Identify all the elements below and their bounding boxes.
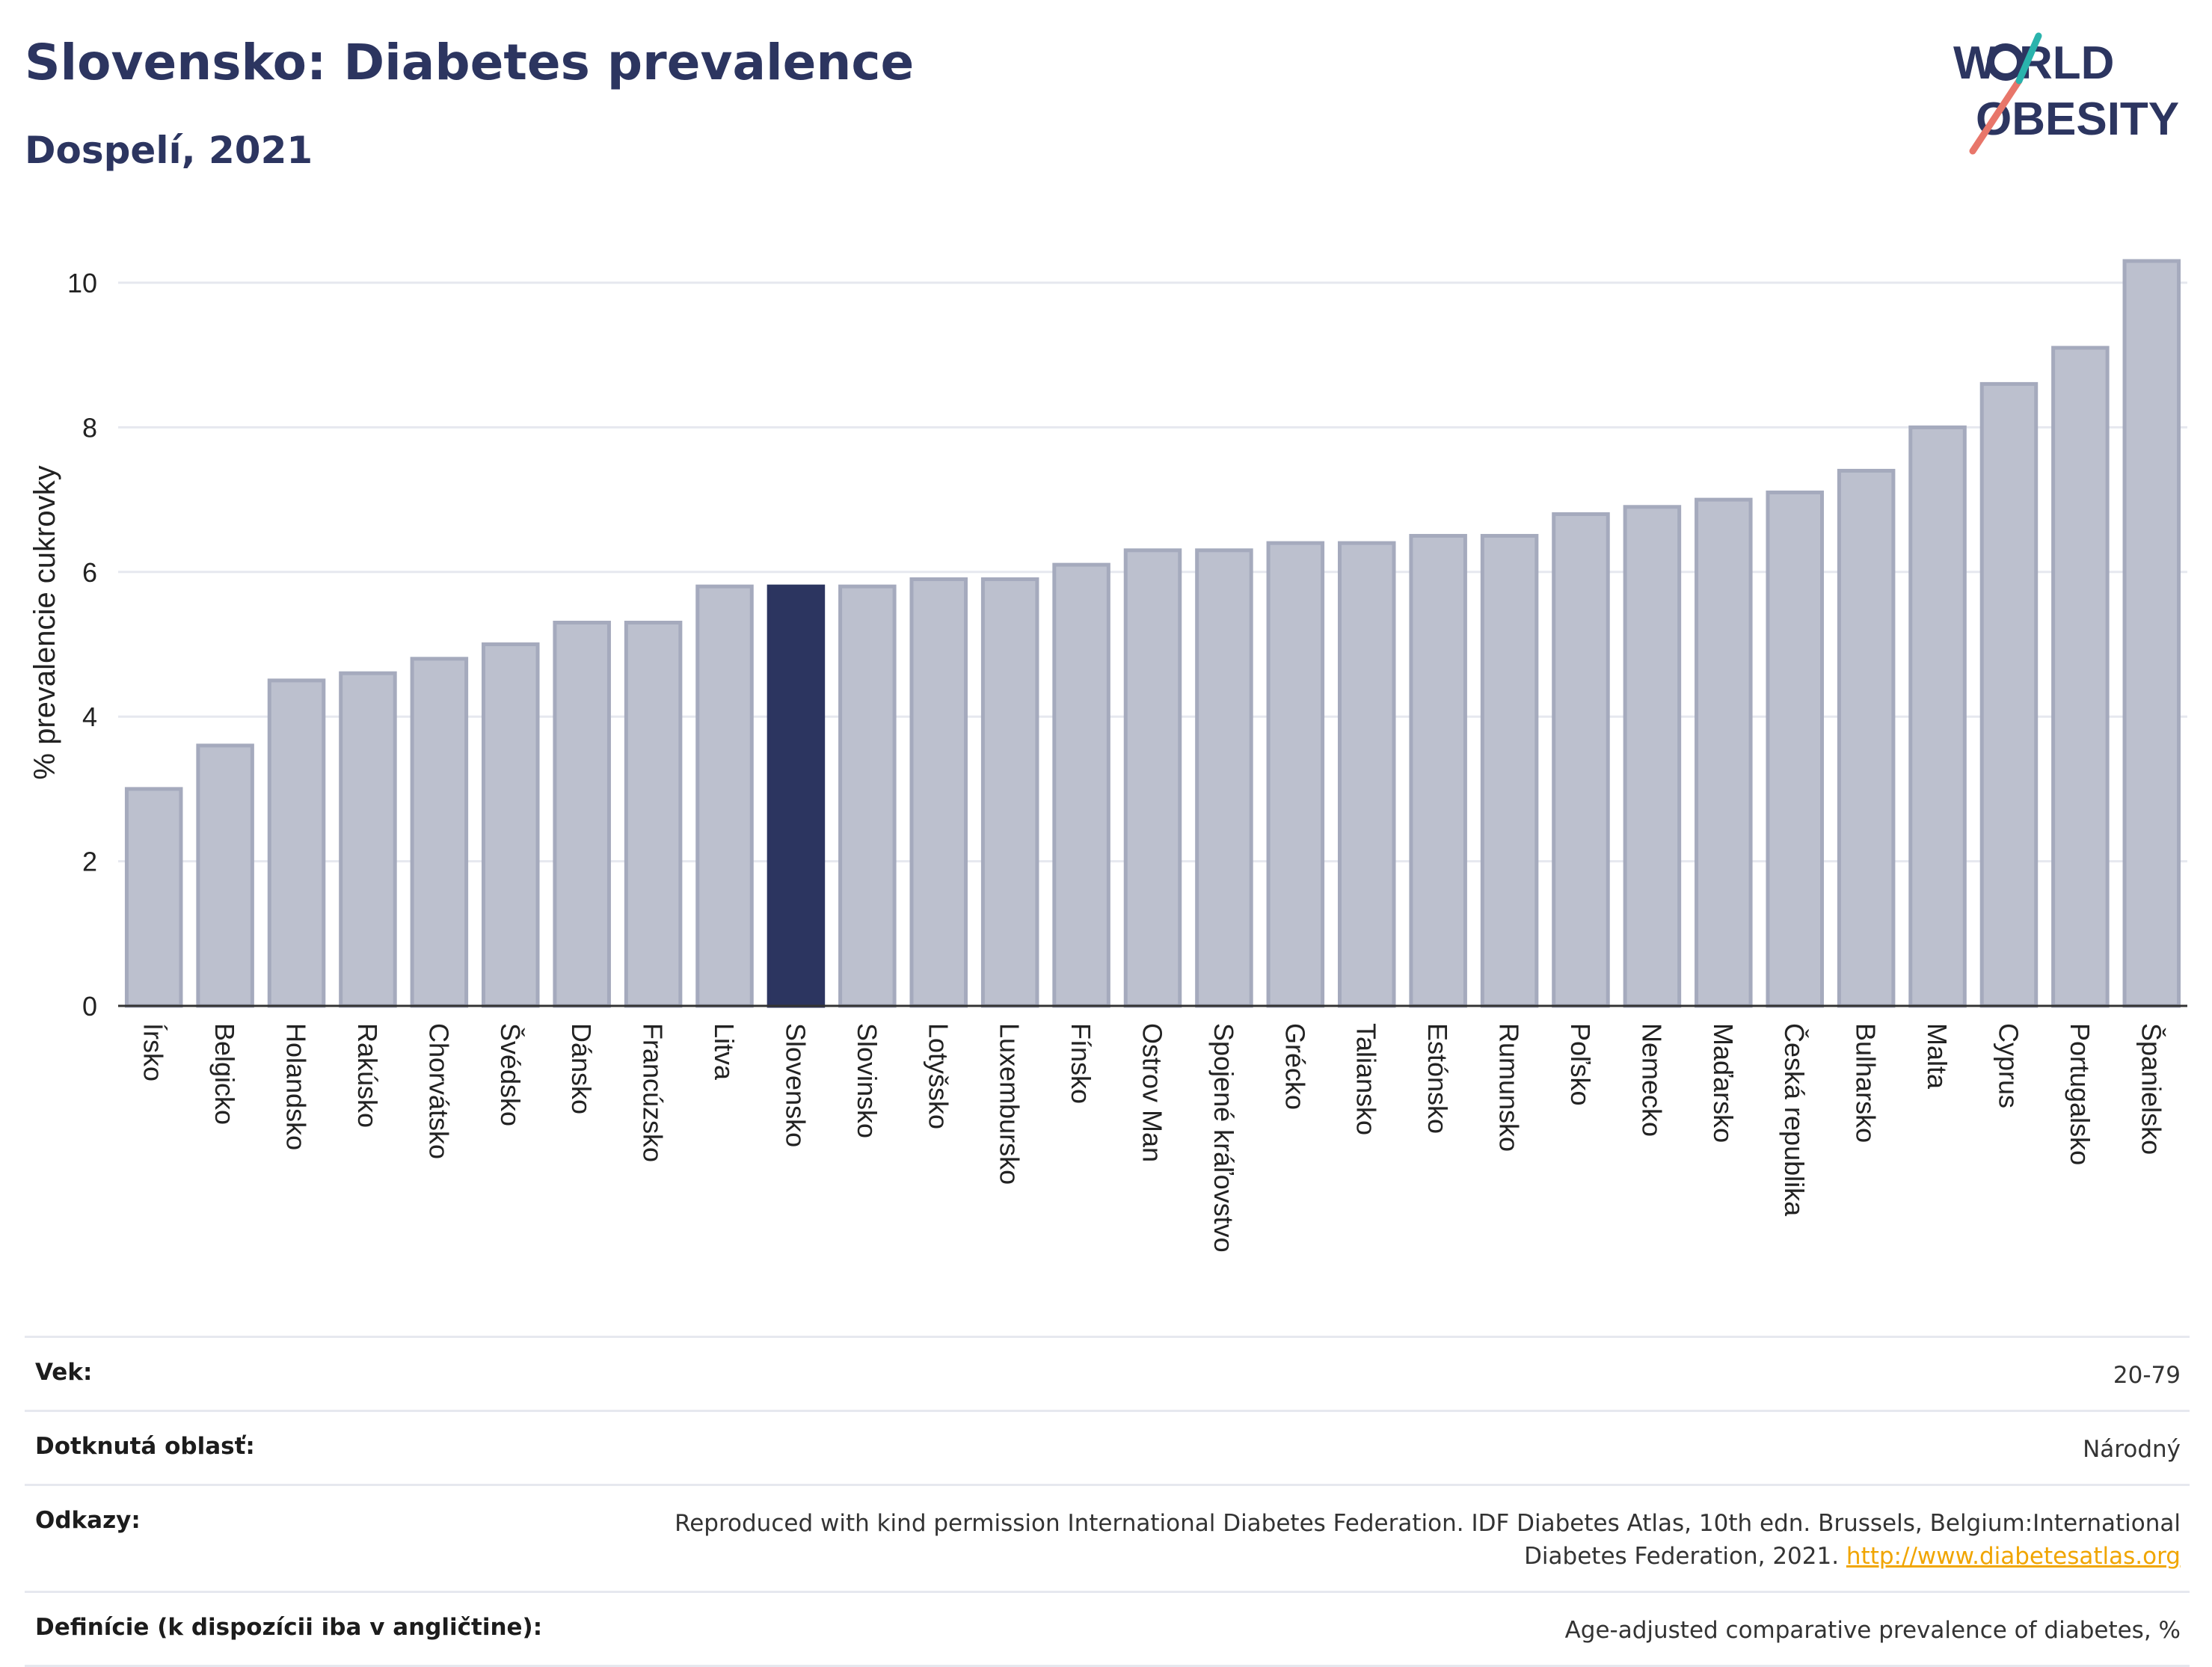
page-title: Slovensko: Diabetes prevalence [25, 34, 915, 91]
y-axis-label: % prevalencie cukrovky [28, 465, 61, 779]
x-tick-label: Fínsko [1066, 1023, 1096, 1104]
meta-value-age: 20-79 [2113, 1362, 2181, 1389]
x-tick-label: Litva [709, 1023, 740, 1081]
bar [1837, 468, 1896, 1008]
bar [553, 621, 611, 1008]
y-tick-label: 10 [67, 268, 97, 298]
bar [695, 584, 754, 1008]
bar [1979, 381, 2039, 1008]
bar-chart: 0 2 4 6 8 10 Írsko Belgicko Holandsko Rakúsko Cho… [28, 259, 2187, 1253]
y-tick-label: 8 [82, 412, 97, 443]
meta-label-references: Odkazy: [35, 1507, 141, 1534]
x-tick-label: Grécko [1279, 1023, 1310, 1110]
meta-row-age: Vek: 20-79 [25, 1336, 2190, 1410]
bar [766, 584, 826, 1008]
bar [267, 678, 326, 1008]
meta-row-references: Odkazy: Reproduced with kind permission … [25, 1484, 2190, 1591]
bars [124, 259, 2181, 1008]
x-tick-label: Švédsko [495, 1023, 526, 1126]
x-tick-label: Taliansko [1351, 1023, 1382, 1135]
meta-value-area: Národný [2083, 1436, 2181, 1463]
bar [980, 577, 1039, 1008]
y-tick-label: 6 [82, 557, 97, 588]
y-tick-label: 2 [82, 847, 97, 877]
x-tick-label: Ostrov Man [1137, 1023, 1168, 1162]
x-tick-label: Holandsko [281, 1023, 312, 1150]
bar [909, 577, 968, 1008]
bar [1195, 548, 1253, 1008]
x-tick-label: Spojené kráľovstvo [1208, 1023, 1239, 1253]
metadata-table: Vek: 20-79 Dotknutá oblasť: Národný Odka… [25, 1336, 2190, 1667]
bar [124, 787, 183, 1008]
bar [1480, 533, 1539, 1008]
x-tick-label: Dánsko [566, 1023, 597, 1114]
y-axis-ticks: 0 2 4 6 8 10 [67, 268, 97, 1022]
page-subtitle: Dospelí, 2021 [25, 129, 313, 172]
meta-label-definition: Definície (k dispozícii iba v angličtine… [35, 1614, 543, 1641]
bar [1695, 497, 1753, 1008]
x-tick-label: Estónsko [1422, 1023, 1453, 1134]
bar [482, 642, 540, 1008]
reference-link[interactable]: http://www.diabetesatlas.org [1846, 1543, 2181, 1570]
bar [2122, 259, 2181, 1008]
bar [2051, 346, 2110, 1008]
bar [1123, 548, 1182, 1008]
bar [1766, 490, 1824, 1008]
meta-row-area: Dotknutá oblasť: Národný [25, 1410, 2190, 1484]
reference-text: Reproduced with kind permission Internat… [675, 1510, 2181, 1570]
x-tick-label: Nemecko [1636, 1023, 1667, 1137]
meta-label-area: Dotknutá oblasť: [35, 1433, 255, 1460]
bar [1908, 425, 1967, 1008]
meta-value-definition: Age-adjusted comparative prevalence of d… [1564, 1617, 2181, 1644]
x-tick-label: Slovinsko [852, 1023, 882, 1138]
x-axis-labels: Írsko Belgicko Holandsko Rakúsko Chorvátsko Š… [138, 1023, 2167, 1253]
x-tick-label: Cyprus [1993, 1023, 2024, 1108]
bar [1409, 533, 1467, 1008]
x-tick-label: Slovensko [780, 1023, 811, 1147]
x-tick-label: Rumunsko [1494, 1023, 1525, 1152]
x-tick-label: Chorvátsko [423, 1023, 454, 1159]
meta-value-references: Reproduced with kind permission Internat… [648, 1507, 2181, 1573]
meta-row-definition: Definície (k dispozícii iba v angličtine… [25, 1591, 2190, 1667]
world-obesity-logo: W RLD OBESITY [1953, 32, 2179, 155]
bar [624, 621, 683, 1008]
x-tick-label: Francúzsko [638, 1023, 669, 1162]
x-tick-label: Portugalsko [2065, 1023, 2095, 1165]
bar [339, 671, 397, 1008]
x-tick-label: Malta [1922, 1023, 1953, 1090]
x-tick-label: Poľsko [1565, 1023, 1596, 1106]
x-tick-label: Rakúsko [352, 1023, 383, 1128]
x-tick-label: Česká republika [1779, 1023, 1810, 1217]
bar [838, 584, 897, 1008]
x-tick-label: Španielsko [2136, 1023, 2166, 1155]
x-tick-label: Maďarsko [1708, 1023, 1739, 1143]
x-tick-label: Bulharsko [1851, 1023, 1881, 1143]
x-tick-label: Lotyšsko [923, 1023, 953, 1129]
x-tick-label: Belgicko [209, 1023, 240, 1125]
y-tick-label: 0 [82, 991, 97, 1022]
bar [1266, 541, 1325, 1008]
bar [1552, 512, 1610, 1008]
x-tick-label: Írsko [138, 1023, 169, 1081]
bar [1052, 562, 1110, 1008]
bar [1337, 541, 1396, 1008]
svg-text:OBESITY: OBESITY [1976, 93, 2179, 145]
meta-label-age: Vek: [35, 1359, 93, 1386]
bar [196, 743, 254, 1008]
bar [410, 657, 469, 1008]
bar [1623, 505, 1682, 1008]
y-tick-label: 4 [82, 702, 97, 732]
x-tick-label: Luxembursko [995, 1023, 1025, 1185]
